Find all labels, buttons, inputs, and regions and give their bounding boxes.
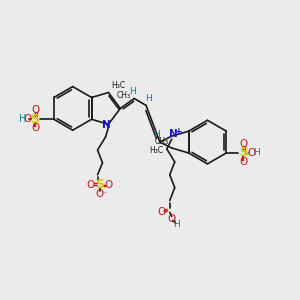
- Text: N: N: [169, 129, 178, 139]
- Text: S: S: [239, 146, 248, 160]
- Text: H₃C: H₃C: [150, 146, 164, 155]
- Text: O: O: [168, 214, 176, 224]
- Text: H: H: [154, 130, 160, 139]
- Text: O: O: [104, 180, 112, 190]
- Text: CH₃: CH₃: [154, 136, 169, 146]
- Text: O: O: [23, 114, 31, 124]
- Text: O: O: [239, 157, 247, 167]
- Text: CH₃: CH₃: [116, 91, 130, 100]
- Text: H: H: [173, 220, 180, 229]
- Text: H₃C: H₃C: [111, 81, 125, 90]
- Text: O: O: [31, 123, 39, 133]
- Text: O: O: [247, 148, 255, 158]
- Text: O: O: [95, 189, 104, 199]
- Text: O: O: [158, 207, 166, 218]
- Text: H: H: [129, 87, 136, 96]
- Text: O: O: [31, 105, 39, 116]
- Text: S: S: [95, 178, 104, 191]
- Text: H: H: [145, 94, 152, 103]
- Text: O: O: [239, 139, 247, 149]
- Text: O: O: [86, 180, 95, 190]
- Text: +: +: [175, 127, 182, 136]
- Text: N: N: [102, 120, 111, 130]
- Text: H: H: [20, 114, 27, 124]
- Text: ⁻: ⁻: [102, 189, 107, 198]
- Text: H: H: [253, 148, 260, 158]
- Text: S: S: [31, 113, 40, 126]
